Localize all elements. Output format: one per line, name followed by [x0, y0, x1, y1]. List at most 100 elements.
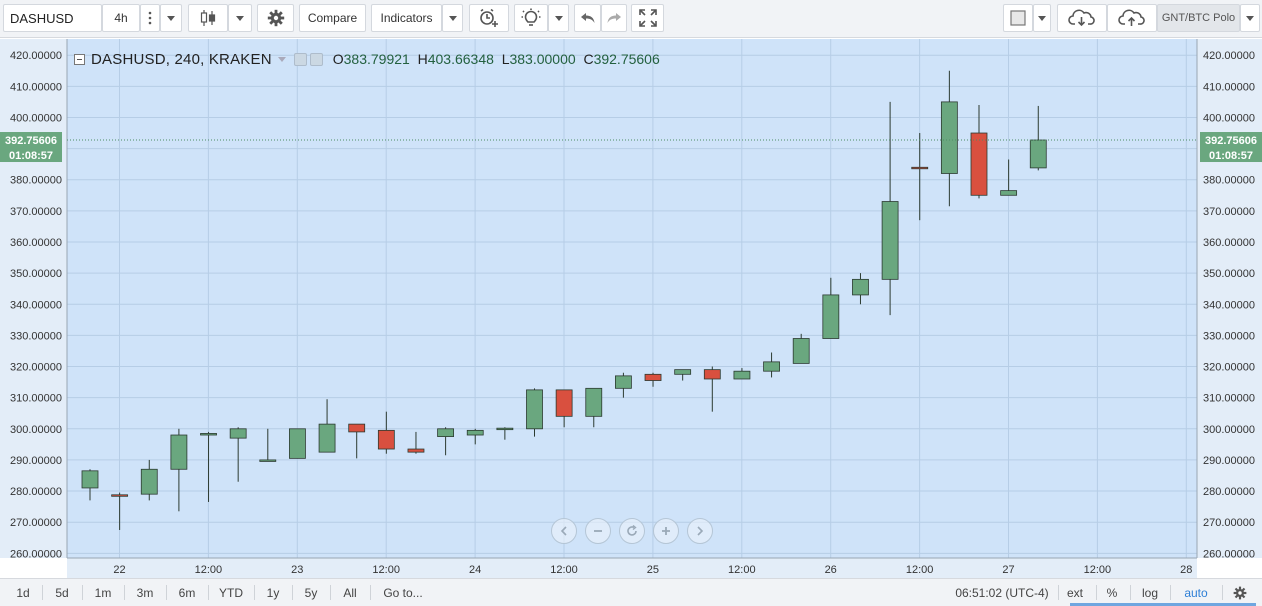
- ideas-button[interactable]: [514, 4, 548, 32]
- gear-icon[interactable]: [309, 52, 323, 66]
- range-1m[interactable]: 1m: [94, 585, 112, 600]
- chart-layout-dropdown[interactable]: [1033, 4, 1051, 32]
- zoom-out-button[interactable]: [585, 518, 611, 544]
- range-1y[interactable]: 1y: [266, 585, 280, 600]
- separator: [292, 585, 293, 600]
- range-5y[interactable]: 5y: [304, 585, 318, 600]
- percent-scale-toggle[interactable]: %: [1106, 585, 1118, 600]
- separator: [370, 585, 371, 600]
- chart-style-dropdown[interactable]: [228, 4, 252, 32]
- separator: [42, 585, 43, 600]
- candle-body: [852, 278, 869, 296]
- goto-date-button[interactable]: Go to...: [383, 585, 423, 600]
- y-tick-label: 360.00000: [1203, 237, 1255, 249]
- candle: [1000, 159, 1018, 196]
- collapse-legend-icon[interactable]: [74, 53, 85, 65]
- vertical-dots-icon: [148, 11, 152, 25]
- candle: [1029, 105, 1047, 171]
- candle-body: [377, 429, 395, 450]
- candles: [81, 70, 1047, 530]
- candle: [496, 427, 514, 440]
- ideas-dropdown[interactable]: [548, 4, 569, 32]
- y-tick-label: 260.00000: [10, 548, 62, 560]
- y-tick-label: 410.00000: [1203, 81, 1255, 93]
- y-tick-label: 310.00000: [10, 393, 62, 405]
- interval-selector[interactable]: 4h: [102, 4, 140, 32]
- x-tick-label: 12:00: [1084, 564, 1112, 576]
- refresh-icon: [627, 525, 637, 536]
- interval-text: 4h: [114, 11, 128, 25]
- load-chart-button[interactable]: [1057, 4, 1107, 32]
- saved-chart-dropdown[interactable]: [1240, 4, 1260, 32]
- x-tick-label: 12:00: [728, 564, 756, 576]
- y-tick-label: 380.00000: [10, 175, 62, 187]
- log-scale-toggle[interactable]: log: [1141, 585, 1158, 600]
- fullscreen-button[interactable]: [631, 4, 664, 32]
- candle-body: [1000, 190, 1018, 196]
- undo-button[interactable]: [574, 4, 601, 32]
- separator: [1222, 585, 1223, 600]
- extended-hours-toggle[interactable]: ext: [1066, 585, 1083, 600]
- right-price-axis[interactable]: [1197, 39, 1262, 558]
- redo-button[interactable]: [601, 4, 627, 32]
- bottom-toolbar: 1d 5d 1m 3m 6m YTD 1y 5y All Go to... 06…: [0, 578, 1262, 606]
- save-chart-button[interactable]: [1107, 4, 1157, 32]
- saved-chart-name[interactable]: GNT/BTC Polo: [1157, 4, 1240, 32]
- scroll-left-button[interactable]: [551, 518, 577, 544]
- separator: [166, 585, 167, 600]
- alert-button[interactable]: [469, 4, 509, 32]
- scale-settings-button[interactable]: [1228, 579, 1252, 606]
- range-ytd[interactable]: YTD: [219, 585, 243, 600]
- low-key: L: [501, 51, 510, 67]
- y-tick-label: 350.00000: [10, 268, 62, 280]
- zoom-in-button[interactable]: [653, 518, 679, 544]
- range-5d[interactable]: 5d: [55, 585, 69, 600]
- left-price-tag-value: 392.75606: [5, 135, 57, 147]
- y-tick-label: 300.00000: [10, 424, 62, 436]
- separator: [1096, 585, 1097, 600]
- auto-scale-toggle[interactable]: auto: [1184, 585, 1208, 600]
- candle-body: [259, 459, 277, 462]
- chart-legend: DASHUSD, 240, KRAKEN O383.79921 H403.663…: [74, 49, 660, 69]
- y-tick-label: 310.00000: [1203, 393, 1255, 405]
- separator: [208, 585, 209, 600]
- compare-button[interactable]: Compare: [299, 4, 366, 32]
- range-6m[interactable]: 6m: [178, 585, 196, 600]
- range-3m[interactable]: 3m: [136, 585, 154, 600]
- indicators-button[interactable]: Indicators: [371, 4, 442, 32]
- candle-body: [140, 468, 158, 495]
- indicators-dropdown[interactable]: [442, 4, 463, 32]
- range-all[interactable]: All: [343, 585, 357, 600]
- range-1d[interactable]: 1d: [16, 585, 30, 600]
- candle: [466, 428, 484, 445]
- minus-icon: [594, 530, 602, 532]
- y-tick-label: 350.00000: [1203, 268, 1255, 280]
- scroll-right-button[interactable]: [687, 518, 713, 544]
- candle: [407, 431, 425, 454]
- candlestick-chart[interactable]: 420.00000410.00000400.00000390.00000380.…: [0, 38, 1262, 578]
- clock-timezone[interactable]: 06:51:02 (UTC-4): [955, 585, 1049, 600]
- right-price-tag-value: 392.75606: [1205, 135, 1257, 147]
- left-price-tag: [0, 132, 62, 163]
- time-axis[interactable]: [67, 558, 1197, 578]
- interval-dropdown[interactable]: [160, 4, 182, 32]
- candle: [229, 427, 247, 482]
- y-tick-label: 280.00000: [10, 486, 62, 498]
- chevron-down-icon[interactable]: [277, 56, 286, 62]
- x-tick-label: 25: [647, 564, 659, 576]
- candle: [81, 469, 99, 501]
- symbol-input[interactable]: DASHUSD: [3, 4, 102, 32]
- open-key: O: [332, 51, 344, 67]
- left-price-axis[interactable]: [0, 39, 67, 558]
- candle: [822, 277, 840, 339]
- chart-style-button[interactable]: [188, 4, 228, 32]
- eye-icon[interactable]: [293, 52, 307, 66]
- settings-button[interactable]: [257, 4, 294, 32]
- x-tick-label: 12:00: [906, 564, 934, 576]
- chevron-down-icon: [554, 15, 563, 21]
- interval-more-button[interactable]: [140, 4, 160, 32]
- reset-chart-button[interactable]: [619, 518, 645, 544]
- candle-body: [703, 369, 721, 380]
- chart-layout-button[interactable]: [1003, 4, 1033, 32]
- chevron-down-icon: [1246, 15, 1254, 21]
